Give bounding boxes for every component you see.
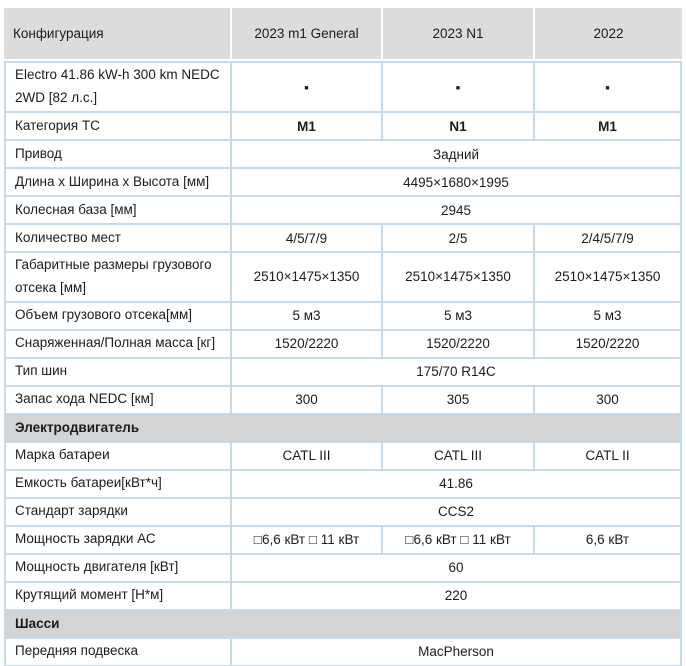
table-row: Передняя подвеска MacPherson (4, 638, 682, 666)
spec-table: Конфигурация 2023 m1 General 2023 N1 202… (4, 8, 682, 666)
cell-value-span: 41.86 (230, 470, 682, 499)
cell-value: 300 (533, 386, 682, 415)
table-row: Категория ТС M1 N1 M1 (4, 113, 682, 141)
table-row: Electro 41.86 kW-h 300 km NEDC 2WD [82 л… (4, 61, 682, 113)
cell-value-span: 175/70 R14C (230, 358, 682, 387)
cell-value: 1520/2220 (230, 330, 381, 359)
cell-value-checkboxes: □6,6 кВт □ 11 кВт (381, 526, 533, 555)
cell-value: 2510×1475×1350 (381, 253, 533, 303)
cell-value-span: MacPherson (230, 638, 682, 666)
cell-value: 300 (230, 386, 381, 415)
cell-value: CATL III (381, 442, 533, 471)
table-row: Количество мест 4/5/7/9 2/5 2/4/5/7/9 (4, 225, 682, 253)
column-header-2023-m1-general: 2023 m1 General (230, 8, 381, 61)
table-row: Марка батареи CATL III CATL III CATL II (4, 442, 682, 471)
cell-value: 6,6 кВт (533, 526, 682, 555)
row-label: Марка батареи (4, 442, 230, 471)
row-label: Запас хода NEDC [км] (4, 386, 230, 415)
cell-value: 2510×1475×1350 (230, 253, 381, 303)
row-label: Длина х Ширина х Высота [мм] (4, 169, 230, 197)
table-row: Габаритные размеры грузового отсека [мм]… (4, 253, 682, 303)
cell-value-span: CCS2 (230, 498, 682, 527)
column-header-2022: 2022 (533, 8, 682, 61)
cell-value: M1 (533, 113, 682, 141)
row-label: Колесная база [мм] (4, 197, 230, 225)
table-row: Крутящий момент [Н*м] 220 (4, 582, 682, 611)
cell-value: 2/5 (381, 225, 533, 253)
table-row: Длина х Ширина х Высота [мм] 4495×1680×1… (4, 169, 682, 197)
bullet-dot-cell: ▪ (533, 61, 682, 113)
row-label: Мощность зарядки АС (4, 526, 230, 555)
row-label: Мощность двигателя [кВт] (4, 554, 230, 583)
bullet-dot-cell: ▪ (381, 61, 533, 113)
cell-value: CATL II (533, 442, 682, 471)
cell-value: 2510×1475×1350 (533, 253, 682, 303)
row-label: Передняя подвеска (4, 638, 230, 666)
table-row: Мощность зарядки АС □6,6 кВт □ 11 кВт □6… (4, 526, 682, 555)
table-row: Снаряженная/Полная масса [кг] 1520/2220 … (4, 330, 682, 359)
table-row: Привод Задний (4, 141, 682, 169)
row-label: Снаряженная/Полная масса [кг] (4, 330, 230, 359)
section-row: Шасси (4, 610, 682, 639)
table-header-row: Конфигурация 2023 m1 General 2023 N1 202… (4, 8, 682, 61)
config-header-cell: Конфигурация (4, 8, 230, 61)
row-label: Объем грузового отсека[мм] (4, 302, 230, 331)
bullet-dot-cell: ▪ (230, 61, 381, 113)
section-row: Электродвигатель (4, 414, 682, 443)
cell-value: CATL III (230, 442, 381, 471)
row-label: Привод (4, 141, 230, 169)
cell-value: N1 (381, 113, 533, 141)
row-label: Категория ТС (4, 113, 230, 141)
table-row: Запас хода NEDC [км] 300 305 300 (4, 386, 682, 415)
table-row: Стандарт зарядки CCS2 (4, 498, 682, 527)
row-label: Стандарт зарядки (4, 498, 230, 527)
cell-value: 305 (381, 386, 533, 415)
section-label: Шасси (4, 610, 682, 639)
cell-value: 1520/2220 (533, 330, 682, 359)
cell-value: 5 м3 (381, 302, 533, 331)
table-row: Емкость батареи[кВт*ч] 41.86 (4, 470, 682, 499)
table-row: Мощность двигателя [кВт] 60 (4, 554, 682, 583)
cell-value-checkboxes: □6,6 кВт □ 11 кВт (230, 526, 381, 555)
cell-value-span: Задний (230, 141, 682, 169)
table-row: Тип шин 175/70 R14C (4, 358, 682, 387)
column-header-2023-n1: 2023 N1 (381, 8, 533, 61)
row-label: Крутящий момент [Н*м] (4, 582, 230, 611)
row-label: Тип шин (4, 358, 230, 387)
cell-value: 1520/2220 (381, 330, 533, 359)
cell-value-span: 4495×1680×1995 (230, 169, 682, 197)
table-row: Колесная база [мм] 2945 (4, 197, 682, 225)
row-label: Количество мест (4, 225, 230, 253)
section-label: Электродвигатель (4, 414, 682, 443)
cell-value-span: 220 (230, 582, 682, 611)
cell-value: 5 м3 (533, 302, 682, 331)
cell-value-span: 60 (230, 554, 682, 583)
table-row: Объем грузового отсека[мм] 5 м3 5 м3 5 м… (4, 302, 682, 331)
cell-value: 4/5/7/9 (230, 225, 381, 253)
cell-value: 5 м3 (230, 302, 381, 331)
cell-value: 2/4/5/7/9 (533, 225, 682, 253)
row-label: Габаритные размеры грузового отсека [мм] (4, 253, 230, 303)
cell-value: M1 (230, 113, 381, 141)
cell-value-span: 2945 (230, 197, 682, 225)
row-label: Electro 41.86 kW-h 300 km NEDC 2WD [82 л… (4, 61, 230, 113)
row-label: Емкость батареи[кВт*ч] (4, 470, 230, 499)
